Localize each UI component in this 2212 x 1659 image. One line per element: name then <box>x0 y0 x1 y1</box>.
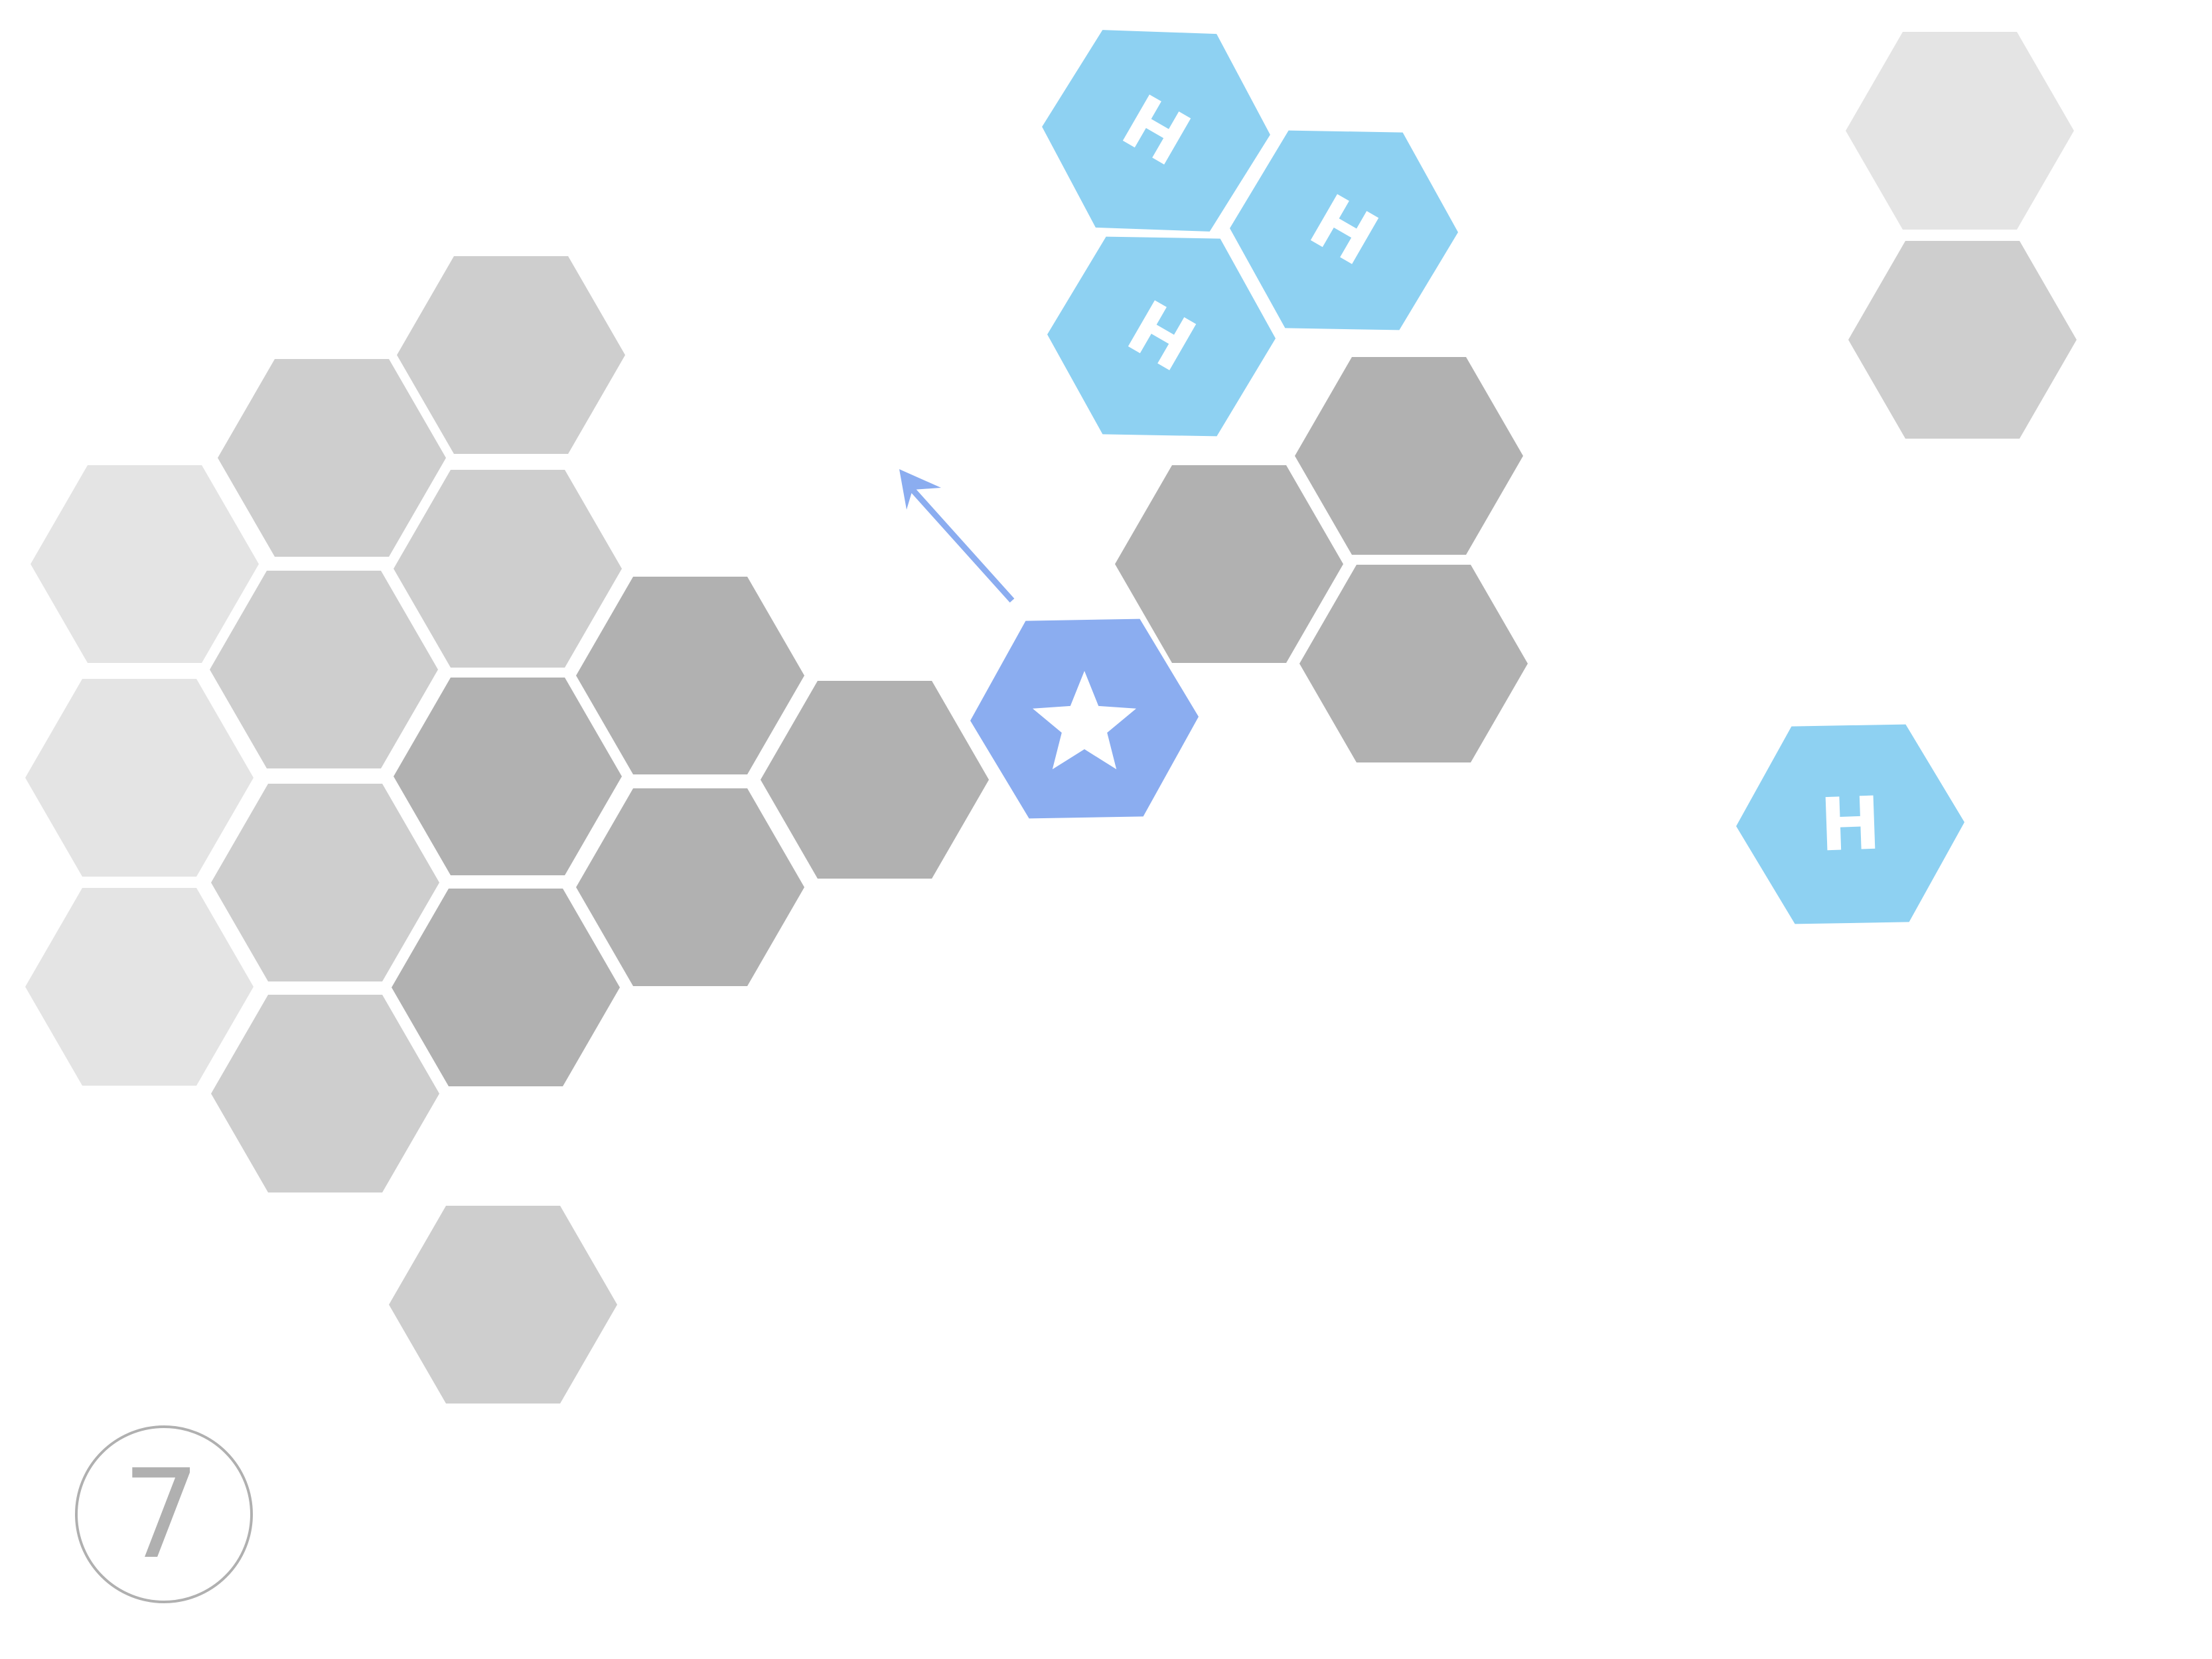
hex-tile[interactable] <box>1115 465 1343 663</box>
direction-arrow-icon <box>899 469 1015 603</box>
move-counter-value: 7 <box>122 1443 200 1586</box>
hex-tile[interactable] <box>211 784 439 981</box>
hex-tile[interactable] <box>576 788 804 986</box>
h-piece[interactable]: H <box>1736 724 1964 924</box>
hex-tile[interactable] <box>25 888 254 1086</box>
h-piece[interactable]: H <box>1047 236 1276 437</box>
h-icon: H <box>1818 780 1882 867</box>
h-piece[interactable]: H <box>1230 130 1458 330</box>
hex-tile[interactable] <box>761 681 989 879</box>
hex-tile[interactable] <box>576 577 804 774</box>
hex-tile[interactable] <box>394 470 622 668</box>
hex-tile[interactable] <box>1295 357 1523 555</box>
hex-tile[interactable] <box>394 678 622 875</box>
hex-tile[interactable] <box>25 679 254 877</box>
hex-tile[interactable] <box>392 889 620 1086</box>
hex-tile[interactable] <box>31 465 259 663</box>
hex-tile[interactable] <box>1846 32 2074 230</box>
hex-tile[interactable] <box>1848 241 2077 439</box>
hex-tile[interactable] <box>1299 565 1528 762</box>
hex-tile[interactable] <box>211 995 439 1192</box>
player-piece[interactable] <box>970 618 1199 819</box>
star-icon <box>1033 671 1136 770</box>
tiles-layer <box>25 32 2077 1404</box>
move-counter: 7 <box>75 1425 253 1603</box>
hex-tile[interactable] <box>397 256 625 454</box>
hex-tile[interactable] <box>389 1206 617 1404</box>
hex-tile[interactable] <box>210 571 438 768</box>
hex-tile[interactable] <box>218 359 446 557</box>
h-piece[interactable]: H <box>1042 30 1270 232</box>
